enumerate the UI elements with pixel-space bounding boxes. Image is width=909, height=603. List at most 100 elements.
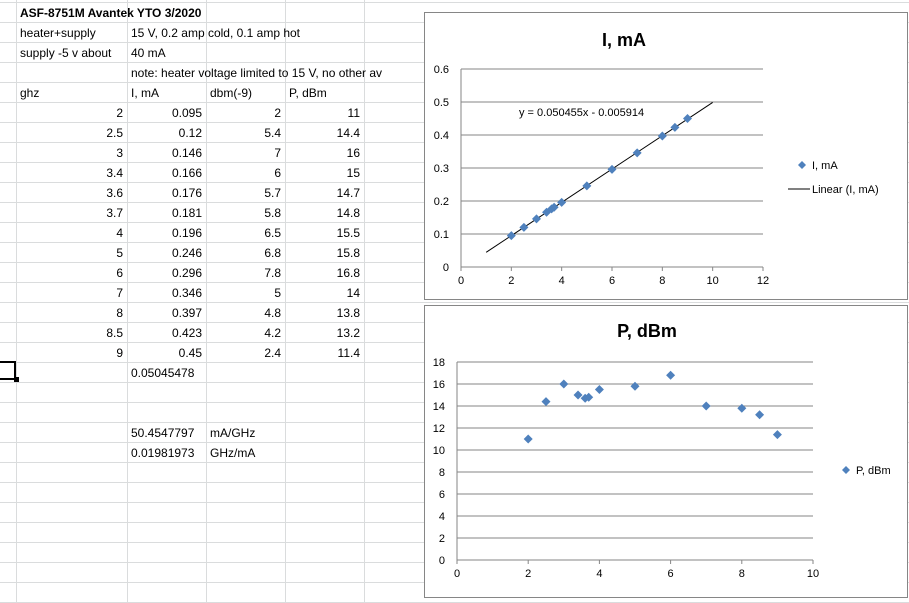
legend-trendline-label: Linear (I, mA) [812, 184, 879, 196]
cell-r8-c3[interactable]: 7 [274, 146, 281, 160]
cell-r23-c2[interactable]: 0.01981973 [131, 446, 195, 460]
cell-r2-c2[interactable]: 15 V, 0.2 amp cold, 0.1 amp hot [131, 26, 301, 40]
data-point [584, 392, 594, 402]
cell-r9-c2[interactable]: 0.166 [171, 166, 202, 180]
sheet-title-cell[interactable]: ASF-8751M Avantek YTO 3/2020 [20, 6, 202, 20]
y-tick-label: 16 [433, 379, 445, 391]
cell-r5-c4[interactable]: P, dBm [289, 86, 327, 100]
y-tick-label: 0 [439, 555, 445, 567]
cell-r16-c4[interactable]: 13.8 [336, 306, 360, 320]
cell-r22-c3[interactable]: mA/GHz [210, 426, 256, 440]
cell-r9-c3[interactable]: 6 [274, 166, 281, 180]
cell-r7-c4[interactable]: 14.4 [336, 126, 360, 140]
cell-r4-c2[interactable]: note: heater voltage limited to 15 V, no… [131, 66, 383, 80]
cell-r14-c1[interactable]: 6 [116, 266, 123, 280]
cell-r18-c2[interactable]: 0.45 [178, 346, 202, 360]
cell-r15-c2[interactable]: 0.346 [171, 286, 202, 300]
y-tick-label: 0.6 [434, 64, 449, 76]
data-point [580, 393, 590, 403]
cell-r13-c3[interactable]: 6.8 [264, 246, 281, 260]
cell-r15-c4[interactable]: 14 [346, 286, 360, 300]
fill-handle[interactable] [14, 377, 19, 382]
cell-r6-c1[interactable]: 2 [116, 106, 123, 120]
cell-r15-c1[interactable]: 7 [116, 286, 123, 300]
trendline [485, 102, 713, 253]
cell-r11-c4[interactable]: 14.8 [336, 206, 360, 220]
data-point [632, 148, 642, 158]
cell-r17-c2[interactable]: 0.423 [171, 326, 202, 340]
cell-r17-c4[interactable]: 13.2 [336, 326, 360, 340]
cell-r13-c2[interactable]: 0.246 [171, 246, 202, 260]
cell-r10-c2[interactable]: 0.176 [171, 186, 202, 200]
current-chart[interactable]: I, mA 0 0.1 0.2 0.3 0.4 0.5 0.6 0 2 4 6 8 10 12 y = 0.0… [424, 12, 908, 300]
x-tick-label: 10 [807, 568, 819, 580]
cell-r16-c1[interactable]: 8 [116, 306, 123, 320]
cell-r12-c4[interactable]: 15.5 [336, 226, 360, 240]
data-point [683, 114, 692, 123]
cell-r12-c3[interactable]: 6.5 [264, 226, 281, 240]
cell-r11-c1[interactable]: 3.7 [106, 206, 123, 220]
x-tick-label: 2 [508, 275, 514, 287]
cell-r11-c2[interactable]: 0.181 [171, 206, 202, 220]
chart-title: P, dBm [617, 321, 677, 341]
y-tick-label: 0.4 [434, 130, 449, 142]
cell-r8-c2[interactable]: 0.146 [171, 146, 202, 160]
cell-r11-c3[interactable]: 5.8 [264, 206, 281, 220]
cell-r10-c3[interactable]: 5.7 [264, 186, 281, 200]
cell-r9-c1[interactable]: 3.4 [106, 166, 123, 180]
cell-r3-c2[interactable]: 40 mA [131, 46, 166, 60]
data-point [557, 197, 567, 207]
data-point [523, 434, 533, 444]
cell-r8-c1[interactable]: 3 [116, 146, 123, 160]
active-cell-selection[interactable] [0, 361, 16, 380]
x-tick-label: 8 [739, 568, 745, 580]
power-chart[interactable]: P, dBm 0 2 4 6 8 10 12 14 16 18 0 2 4 6 8 10 P, dBm [424, 305, 908, 598]
cell-r16-c2[interactable]: 0.397 [171, 306, 202, 320]
cell-r7-c1[interactable]: 2.5 [106, 126, 123, 140]
cell-r15-c3[interactable]: 5 [274, 286, 281, 300]
cell-r18-c1[interactable]: 9 [116, 346, 123, 360]
x-tick-label: 0 [458, 275, 464, 287]
cell-r14-c4[interactable]: 16.8 [336, 266, 360, 280]
cell-r5-c1[interactable]: ghz [20, 86, 40, 100]
cell-r9-c4[interactable]: 15 [346, 166, 360, 180]
row-gridline [0, 2, 909, 3]
cell-r14-c3[interactable]: 7.8 [264, 266, 281, 280]
cell-r17-c1[interactable]: 8.5 [106, 326, 123, 340]
column-gridline [127, 0, 128, 603]
cell-r2-c1[interactable]: heater+supply [20, 26, 96, 40]
x-tick-label: 12 [757, 275, 769, 287]
x-tick-label: 10 [707, 275, 719, 287]
cell-r7-c3[interactable]: 5.4 [264, 126, 281, 140]
cell-r5-c3[interactable]: dbm(-9) [210, 86, 253, 100]
cell-r5-c2[interactable]: I, mA [131, 86, 160, 100]
cell-r8-c4[interactable]: 16 [346, 146, 360, 160]
x-tick-label: 6 [609, 275, 615, 287]
cell-r7-c2[interactable]: 0.12 [178, 126, 202, 140]
cell-r22-c2[interactable]: 50.4547797 [131, 426, 195, 440]
cell-r10-c1[interactable]: 3.6 [106, 186, 123, 200]
cell-r18-c3[interactable]: 2.4 [264, 346, 281, 360]
cell-r10-c4[interactable]: 14.7 [336, 186, 360, 200]
cell-r6-c3[interactable]: 2 [274, 106, 281, 120]
cell-r3-c1[interactable]: supply -5 v about [20, 46, 112, 60]
cell-r17-c3[interactable]: 4.2 [264, 326, 281, 340]
cell-r16-c3[interactable]: 4.8 [264, 306, 281, 320]
y-tick-label: 14 [433, 401, 445, 413]
cell-r13-c1[interactable]: 5 [116, 246, 123, 260]
cell-r23-c3[interactable]: GHz/mA [210, 446, 256, 460]
cell-r13-c4[interactable]: 15.8 [336, 246, 360, 260]
y-tick-label: 0 [443, 262, 449, 274]
data-point [657, 131, 667, 141]
cell-r6-c2[interactable]: 0.095 [171, 106, 202, 120]
cell-r19-c2[interactable]: 0.05045478 [131, 366, 195, 380]
y-tick-label: 0.3 [434, 163, 449, 175]
y-tick-label: 4 [439, 511, 445, 523]
data-point [755, 410, 765, 420]
cell-r6-c4[interactable]: 11 [347, 106, 360, 120]
data-point [630, 381, 640, 391]
cell-r18-c4[interactable]: 11.4 [337, 346, 360, 360]
cell-r14-c2[interactable]: 0.296 [171, 266, 202, 280]
cell-r12-c2[interactable]: 0.196 [171, 226, 202, 240]
cell-r12-c1[interactable]: 4 [116, 226, 123, 240]
